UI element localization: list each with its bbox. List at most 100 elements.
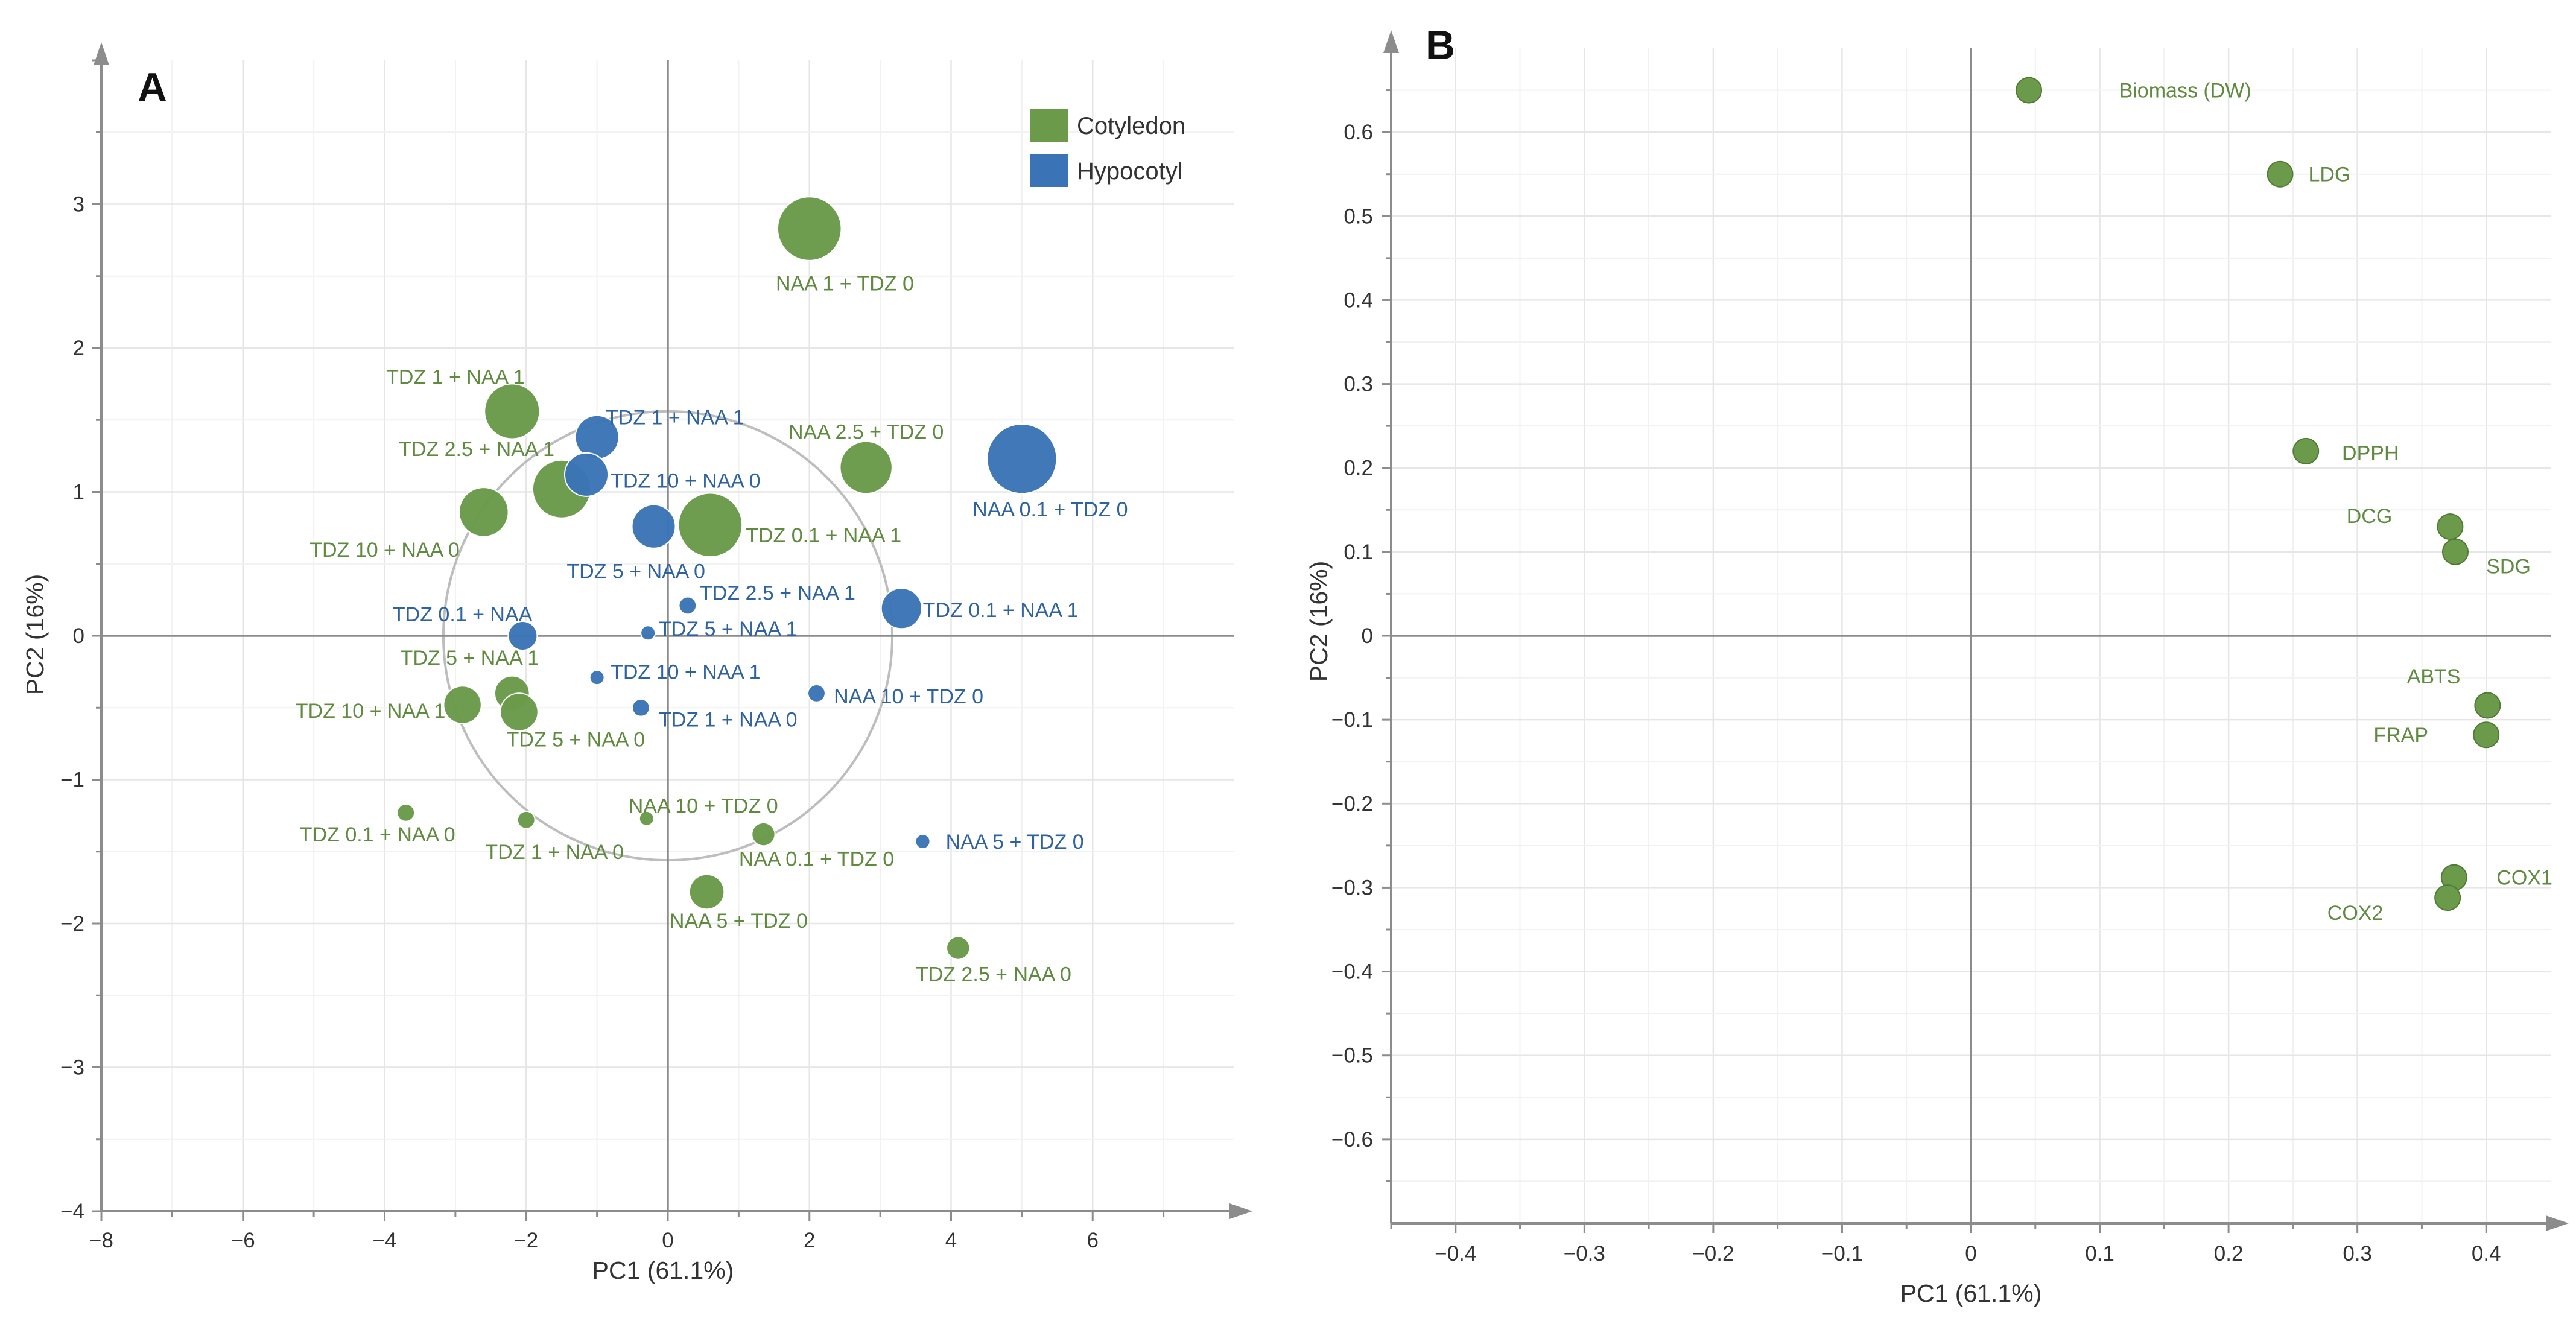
panel-a-y-tick-label: 0: [73, 624, 84, 648]
panel-b-x-tick-label: 0: [1965, 1242, 1976, 1266]
panel-b-point: [2441, 538, 2469, 565]
panel-a-point-label: TDZ 1 + NAA 0: [485, 841, 624, 864]
panel-a-point-label: TDZ 2.5 + NAA 1: [399, 438, 554, 461]
legend-swatch-hypocotyl: [1030, 154, 1068, 187]
panel-a-y-tick-label: −3: [60, 1056, 84, 1080]
panel-a-point-cotyledon: [500, 692, 539, 732]
panel-b-point: [2473, 721, 2500, 749]
panel-a-y-tick-label: −2: [60, 912, 84, 936]
panel-a-point-cotyledon: [396, 803, 416, 822]
panel-b-point: [2267, 160, 2294, 188]
panel-a-point-hypocotyl: [678, 596, 697, 615]
legend-label-cotyledon: Cotyledon: [1077, 113, 1185, 139]
panel-a-point-cotyledon: [751, 822, 776, 847]
panel-a-point-cotyledon: [688, 873, 725, 910]
legend-label-hypocotyl: Hypocotyl: [1077, 158, 1183, 185]
panel-b-x-tick-label: 0.2: [2214, 1242, 2244, 1266]
panel-a-x-tick-label: −2: [514, 1229, 538, 1252]
panel-b-axes: −0.4 −0.3 −0.2 −0.1 0 0.1 0.2 0.3 0.4 −0.6 −0.5 −0.…: [1331, 30, 2569, 1266]
panel-a-point-label: NAA 5 + TDZ 0: [946, 831, 1084, 854]
panel-a-y-tick-label: −4: [60, 1200, 84, 1223]
panel-a-axes: −8 −6 −4 −2 0 2 4 6 −4 −3 −2 −1 0 1 2 3: [60, 42, 1252, 1252]
panel-a-point-hypocotyl: [880, 588, 922, 630]
panel-b-point-label: FRAP: [2373, 724, 2428, 747]
panel-b-y-tick-label: −0.1: [1331, 708, 1373, 732]
panel-a-point-label: TDZ 2.5 + NAA 1: [700, 581, 855, 604]
panel-a-point-cotyledon: [443, 685, 482, 724]
panel-b-y-axis-label: PC2 (16%): [1305, 561, 1333, 682]
panel-b-point: [2437, 513, 2464, 540]
panel-a-point-cotyledon: [946, 936, 971, 960]
panel-a-y-arrow: [94, 42, 109, 65]
panel-b-point-label: Biomass (DW): [2119, 80, 2251, 103]
panel-b-x-tick-label: −0.3: [1564, 1242, 1605, 1266]
panel-b-y-tick-label: 0.1: [1344, 540, 1373, 564]
panel-a-point-cotyledon: [458, 487, 509, 537]
panel-b-x-tick-label: −0.1: [1821, 1242, 1863, 1266]
panel-b-point: [2016, 77, 2043, 104]
panel-b-y-tick-label: 0: [1362, 624, 1373, 648]
panel-a-point-label: TDZ 1 + NAA 1: [386, 366, 525, 389]
panel-a-x-tick-label: 2: [804, 1229, 815, 1252]
panel-a-x-tick-label: 6: [1087, 1229, 1099, 1252]
panel-a-point-label: TDZ 10 + NAA 1: [296, 700, 446, 723]
panel-a-point-label: TDZ 10 + NAA 0: [611, 469, 761, 492]
panel-b-y-tick-label: 0.3: [1344, 373, 1373, 396]
panel-a-x-arrow: [1229, 1203, 1252, 1219]
panel-a-point-cotyledon: [638, 810, 655, 826]
panel-a-point-label: TDZ 0.1 + NAA 1: [746, 524, 901, 547]
panel-b-y-tick-label: 0.2: [1344, 457, 1373, 480]
panel-b-point-label: ABTS: [2407, 665, 2461, 688]
panel-a-point-hypocotyl: [631, 698, 650, 717]
panel-a-point-hypocotyl: [589, 670, 605, 686]
panel-a-point-label: TDZ 0.1 + NAA 1: [923, 599, 1079, 622]
panel-b-point-label: LDG: [2309, 163, 2351, 186]
panel-a-y-axis-label: PC2 (16%): [21, 574, 49, 695]
panel-b-x-arrow: [2546, 1215, 2569, 1231]
panel-a-point-label: TDZ 2.5 + NAA 0: [916, 963, 1071, 986]
panel-a-point-label: NAA 10 + TDZ 0: [834, 685, 983, 708]
panel-a-x-tick-label: 4: [945, 1229, 957, 1252]
panel-a-point-hypocotyl: [640, 625, 656, 641]
panel-a-point-label: TDZ 0.1 + NAA: [393, 603, 533, 626]
panel-b-y-tick-label: −0.2: [1331, 792, 1373, 816]
panel-b-y-tick-label: 0.4: [1344, 288, 1373, 312]
panel-a-point-cotyledon: [516, 810, 536, 829]
panel-a-point-label: TDZ 1 + NAA 1: [606, 406, 744, 429]
panel-a-point-hypocotyl: [564, 452, 609, 497]
panel-b-point: [2474, 692, 2501, 719]
panel-b-point-label: SDG: [2486, 556, 2531, 578]
panel-a-point-hypocotyl: [915, 834, 931, 850]
panel-a-x-axis-label: PC1 (61.1%): [592, 1256, 734, 1284]
panel-a-point-hypocotyl: [507, 621, 538, 651]
panel-a-point-label: NAA 0.1 + TDZ 0: [739, 848, 894, 871]
panel-b-y-tick-label: −0.5: [1331, 1044, 1373, 1068]
legend-swatch-cotyledon: [1030, 109, 1068, 142]
panel-b-letter: B: [1426, 22, 1455, 68]
panel-a-point-label: TDZ 5 + NAA 0: [507, 729, 646, 752]
panel-a-point-cotyledon: [677, 492, 743, 558]
panel-a-point-label: TDZ 5 + NAA 0: [566, 560, 705, 583]
panel-a-point-label: TDZ 10 + NAA 1: [611, 661, 761, 684]
panel-a-point-label: NAA 5 + TDZ 0: [670, 910, 808, 933]
panel-a-point-label: NAA 10 + TDZ 0: [629, 794, 778, 817]
panel-b-y-tick-label: −0.4: [1331, 960, 1373, 984]
panel-a-point-label: NAA 0.1 + TDZ 0: [972, 498, 1128, 521]
panel-a-point-label: TDZ 5 + NAA 1: [401, 647, 539, 670]
panel-b-point-label: COX1: [2496, 867, 2552, 890]
panel-b-y-tick-label: −0.3: [1331, 876, 1373, 899]
panel-a-point-hypocotyl: [807, 684, 826, 703]
panel-b-y-tick-label: 0.5: [1344, 204, 1373, 228]
panel-a-letter: A: [138, 65, 167, 110]
panel-a-y-tick-label: 1: [73, 481, 84, 504]
panel-a-y-tick-label: 3: [73, 193, 84, 217]
panel-b-point: [2292, 437, 2320, 464]
panel-b-point-label: COX2: [2327, 902, 2384, 925]
panel-b-x-tick-label: −0.4: [1435, 1242, 1476, 1266]
panel-a-point-cotyledon: [484, 383, 541, 440]
panel-a-x-tick-label: −4: [373, 1229, 397, 1252]
panel-b-x-tick-label: 0.4: [2472, 1242, 2501, 1266]
panel-a-x-tick-label: 0: [662, 1229, 673, 1252]
panel-b-x-tick-label: −0.2: [1692, 1242, 1734, 1266]
panel-b-point-label: DPPH: [2342, 442, 2399, 465]
